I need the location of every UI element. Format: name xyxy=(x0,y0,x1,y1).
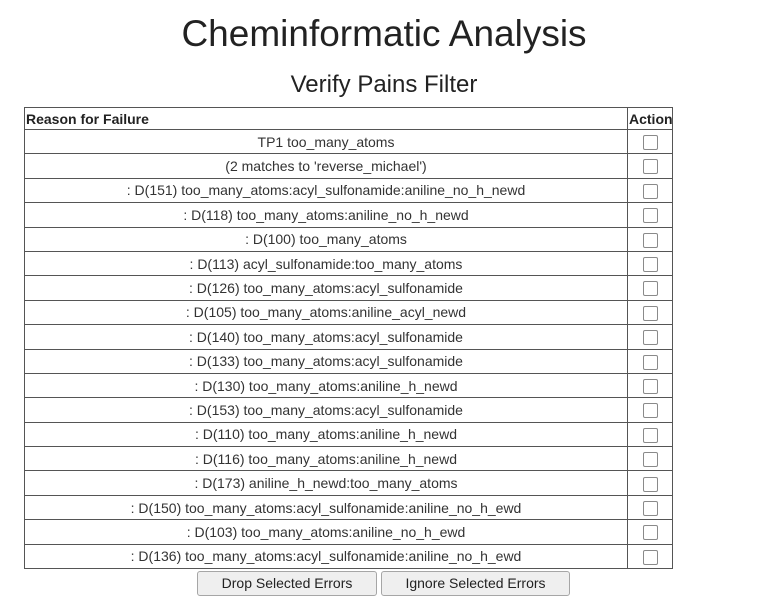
table-row: : D(126) too_many_atoms:acyl_sulfonamide xyxy=(24,275,673,301)
select-error-checkbox[interactable] xyxy=(642,354,658,370)
failure-reason-cell: : D(150) too_many_atoms:acyl_sulfonamide… xyxy=(24,494,628,521)
table-header-row: Reason for Failure Action xyxy=(24,107,673,130)
select-error-checkbox[interactable] xyxy=(642,208,658,224)
select-error-checkbox[interactable] xyxy=(642,232,658,248)
table-row: : D(153) too_many_atoms:acyl_sulfonamide xyxy=(24,397,673,423)
failure-reason-cell: : D(153) too_many_atoms:acyl_sulfonamide xyxy=(24,397,628,423)
select-error-checkbox[interactable] xyxy=(642,452,658,468)
select-error-checkbox[interactable] xyxy=(642,281,658,297)
failure-reason-cell: : D(126) too_many_atoms:acyl_sulfonamide xyxy=(24,275,628,301)
failure-reason-cell: : D(133) too_many_atoms:acyl_sulfonamide xyxy=(24,348,628,374)
table-row: : D(133) too_many_atoms:acyl_sulfonamide xyxy=(24,348,673,374)
select-error-checkbox[interactable] xyxy=(642,330,658,346)
ignore-selected-errors-button[interactable]: Ignore Selected Errors xyxy=(381,571,570,596)
failure-reason-cell: : D(103) too_many_atoms:aniline_no_h_ewd xyxy=(24,519,628,545)
table-row: (2 matches to 'reverse_michael') xyxy=(24,153,673,179)
action-cell xyxy=(627,470,673,496)
failure-reason-cell: : D(100) too_many_atoms xyxy=(24,226,628,252)
action-cell xyxy=(627,153,673,179)
failure-reason-cell: (2 matches to 'reverse_michael') xyxy=(24,153,628,179)
table-row: : D(105) too_many_atoms:aniline_acyl_new… xyxy=(24,299,673,326)
table-row: : D(173) aniline_h_newd:too_many_atoms xyxy=(24,470,673,496)
failure-reason-cell: : D(130) too_many_atoms:aniline_h_newd xyxy=(24,372,628,399)
select-error-checkbox[interactable] xyxy=(642,135,658,151)
table-row: : D(110) too_many_atoms:aniline_h_newd xyxy=(24,421,673,448)
table-row: : D(130) too_many_atoms:aniline_h_newd xyxy=(24,372,673,399)
action-cell xyxy=(627,299,673,326)
action-cell xyxy=(627,519,673,545)
action-cell xyxy=(627,226,673,252)
action-cell xyxy=(627,397,673,423)
failure-reason-cell: : D(136) too_many_atoms:acyl_sulfonamide… xyxy=(24,543,628,570)
select-error-checkbox[interactable] xyxy=(642,305,658,321)
column-header-reason: Reason for Failure xyxy=(24,107,628,130)
action-cell xyxy=(627,324,673,350)
table-row: : D(136) too_many_atoms:acyl_sulfonamide… xyxy=(24,543,673,570)
action-cell xyxy=(627,543,673,570)
select-error-checkbox[interactable] xyxy=(642,525,658,541)
select-error-checkbox[interactable] xyxy=(642,257,658,273)
action-cell xyxy=(627,275,673,301)
select-error-checkbox[interactable] xyxy=(642,476,658,492)
page-subtitle: Verify Pains Filter xyxy=(290,71,478,98)
failure-reason-cell: : D(116) too_many_atoms:aniline_h_newd xyxy=(24,446,628,472)
action-cell xyxy=(627,128,673,155)
action-cell xyxy=(627,446,673,472)
action-cell xyxy=(627,494,673,521)
failure-reason-cell: : D(140) too_many_atoms:acyl_sulfonamide xyxy=(24,324,628,350)
action-cell xyxy=(627,372,673,399)
failure-reason-cell: : D(110) too_many_atoms:aniline_h_newd xyxy=(24,421,628,448)
failures-table: Reason for Failure Action TP1 too_many_a… xyxy=(24,107,673,570)
page-title: Cheminformatic Analysis xyxy=(181,13,587,54)
table-row: : D(118) too_many_atoms:aniline_no_h_new… xyxy=(24,202,673,228)
select-error-checkbox[interactable] xyxy=(642,500,658,516)
action-cell xyxy=(627,421,673,448)
table-row: : D(140) too_many_atoms:acyl_sulfonamide xyxy=(24,324,673,350)
failure-reason-cell: : D(173) aniline_h_newd:too_many_atoms xyxy=(24,470,628,496)
failure-reason-cell: : D(151) too_many_atoms:acyl_sulfonamide… xyxy=(24,177,628,204)
table-row: : D(150) too_many_atoms:acyl_sulfonamide… xyxy=(24,494,673,521)
select-error-checkbox[interactable] xyxy=(642,549,658,565)
table-row: : D(151) too_many_atoms:acyl_sulfonamide… xyxy=(24,177,673,204)
select-error-checkbox[interactable] xyxy=(642,427,658,443)
select-error-checkbox[interactable] xyxy=(642,183,658,199)
table-row: : D(100) too_many_atoms xyxy=(24,226,673,252)
select-error-checkbox[interactable] xyxy=(642,159,658,175)
table-body: TP1 too_many_atoms (2 matches to 'reverse… xyxy=(24,128,673,570)
failure-reason-cell: TP1 too_many_atoms xyxy=(24,128,628,155)
table-row: : D(116) too_many_atoms:aniline_h_newd xyxy=(24,446,673,472)
action-cell xyxy=(627,348,673,374)
action-cell xyxy=(627,177,673,204)
select-error-checkbox[interactable] xyxy=(642,379,658,394)
table-row: : D(113) acyl_sulfonamide:too_many_atoms xyxy=(24,250,673,277)
failure-reason-cell: : D(113) acyl_sulfonamide:too_many_atoms xyxy=(24,250,628,277)
table-row: TP1 too_many_atoms xyxy=(24,128,673,155)
action-cell xyxy=(627,202,673,228)
failure-reason-cell: : D(105) too_many_atoms:aniline_acyl_new… xyxy=(24,299,628,326)
select-error-checkbox[interactable] xyxy=(642,403,658,419)
failure-reason-cell: : D(118) too_many_atoms:aniline_no_h_new… xyxy=(24,202,628,228)
table-row: : D(103) too_many_atoms:aniline_no_h_ewd xyxy=(24,519,673,545)
column-header-action: Action xyxy=(627,107,673,130)
drop-selected-errors-button[interactable]: Drop Selected Errors xyxy=(197,571,377,596)
action-cell xyxy=(627,250,673,277)
